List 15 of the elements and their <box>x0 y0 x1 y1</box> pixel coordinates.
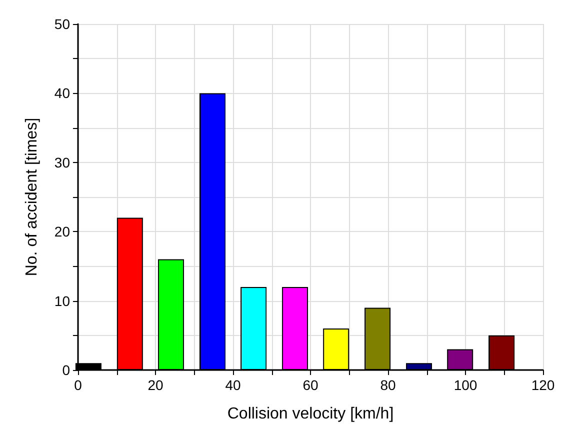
y-tick-label: 20 <box>54 224 70 240</box>
x-tick-label: 20 <box>148 377 164 393</box>
x-tick-label: 0 <box>74 377 82 393</box>
y-tick-label: 50 <box>54 16 70 32</box>
x-tick-label: 60 <box>302 377 318 393</box>
x-tick-label: 40 <box>225 377 241 393</box>
y-tick-label: 0 <box>62 362 70 378</box>
y-tick-label: 40 <box>54 85 70 102</box>
y-axis-title: No. of accident [times] <box>24 118 40 276</box>
y-tick-label: 30 <box>54 154 70 170</box>
x-tick-label: 80 <box>380 377 396 393</box>
y-tick-label: 10 <box>54 292 70 309</box>
x-axis-title: Collision velocity [km/h] <box>227 406 394 422</box>
x-tick-label: 120 <box>531 377 555 393</box>
x-tick-label: 100 <box>454 377 478 393</box>
